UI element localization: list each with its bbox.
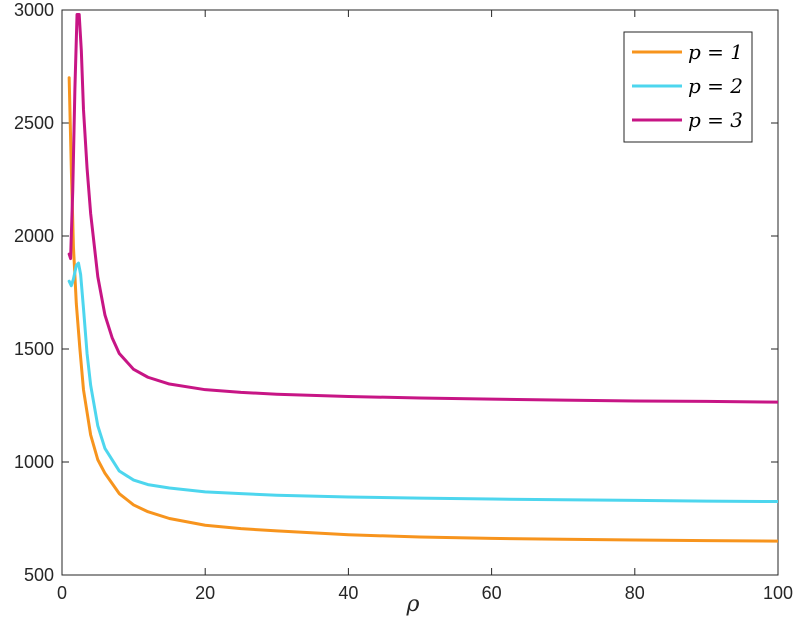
series-line-p1 bbox=[67, 76, 778, 543]
plot-frame bbox=[61, 9, 779, 576]
y-tick-label: 3000 bbox=[14, 0, 54, 20]
x-tick-label: 20 bbox=[195, 583, 215, 603]
x-tick-label: 40 bbox=[338, 583, 358, 603]
x-tick-label: 60 bbox=[482, 583, 502, 603]
legend-label: p = 2 bbox=[688, 74, 743, 98]
y-tick-label: 1000 bbox=[14, 452, 54, 472]
y-tick-label: 2000 bbox=[14, 226, 54, 246]
y-axis-ticks: 500 1000 1500 2000 2500 3000 bbox=[14, 0, 778, 585]
x-axis-label: ρ bbox=[406, 592, 420, 617]
legend-label: p = 3 bbox=[688, 108, 743, 132]
x-tick-label: 0 bbox=[57, 583, 67, 603]
plot-box bbox=[61, 9, 779, 576]
y-tick-label: 1500 bbox=[14, 339, 54, 359]
series-lines bbox=[67, 13, 778, 543]
y-tick-label: 2500 bbox=[14, 113, 54, 133]
legend-label: p = 1 bbox=[688, 40, 743, 64]
series-line-p3 bbox=[67, 13, 778, 404]
series-line-p2 bbox=[67, 261, 778, 504]
x-tick-label: 100 bbox=[763, 583, 793, 603]
x-tick-label: 80 bbox=[625, 583, 645, 603]
legend: p = 1 p = 2 p = 3 bbox=[623, 31, 753, 143]
x-axis-ticks: 0 20 40 60 80 100 bbox=[57, 10, 793, 603]
y-tick-label: 500 bbox=[24, 565, 54, 585]
